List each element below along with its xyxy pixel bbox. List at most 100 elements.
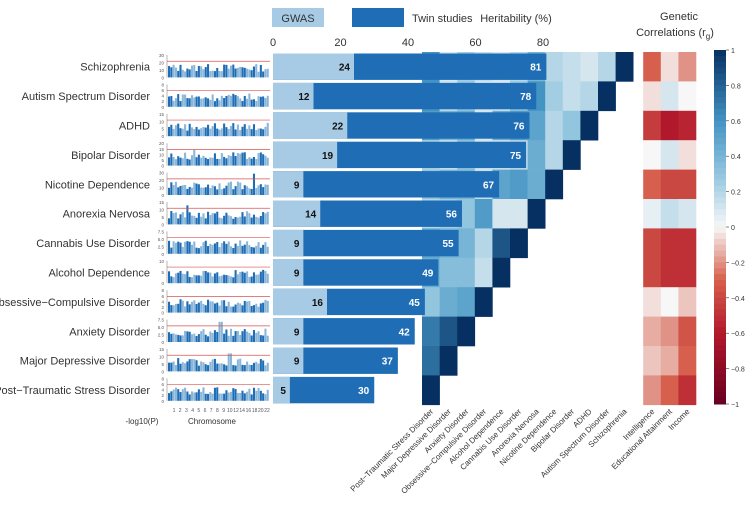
manhattan-bar bbox=[216, 302, 219, 313]
heatmap-cell-trait bbox=[660, 257, 679, 288]
twin-bar bbox=[273, 229, 459, 257]
manhattan-bar bbox=[202, 187, 205, 195]
heatmap-cell bbox=[457, 287, 476, 317]
twin-value-label: 37 bbox=[382, 357, 394, 368]
manhattan-bar bbox=[257, 306, 260, 313]
manhattan-bar bbox=[172, 64, 175, 78]
heatmap-cell-trait bbox=[678, 287, 697, 317]
manhattan-bar bbox=[229, 328, 233, 342]
manhattan-bar bbox=[197, 96, 200, 107]
manhattan-bar bbox=[181, 94, 184, 107]
manhattan-bar bbox=[216, 67, 219, 78]
manhattan-bar bbox=[218, 393, 221, 401]
manhattan-bar bbox=[170, 247, 173, 254]
heatmap-cell bbox=[492, 199, 511, 229]
colorbar-segment bbox=[714, 215, 726, 222]
manhattan-bar bbox=[223, 333, 226, 342]
manhattan-bar bbox=[243, 272, 246, 284]
colorbar-segment bbox=[714, 191, 726, 198]
manhattan-tick: 2 bbox=[161, 99, 164, 104]
manhattan-bar bbox=[168, 187, 171, 195]
chromosome-tick: 1 bbox=[173, 408, 176, 414]
manhattan-bar bbox=[211, 359, 214, 372]
manhattan-bar bbox=[179, 392, 182, 401]
colorbar-segment bbox=[714, 350, 726, 358]
manhattan-bar bbox=[197, 302, 200, 313]
manhattan-bar bbox=[243, 244, 246, 254]
manhattan-bar bbox=[190, 215, 194, 225]
heatmap-cell bbox=[474, 228, 493, 259]
manhattan-tick: 4 bbox=[161, 388, 164, 393]
manhattan-bar bbox=[243, 329, 246, 342]
heatmap-cell-trait bbox=[678, 228, 697, 259]
manhattan-bar bbox=[236, 331, 239, 342]
colorbar-tick-label: −1 bbox=[731, 402, 739, 409]
manhattan-bar bbox=[190, 155, 194, 166]
manhattan-bar bbox=[216, 128, 219, 137]
heatmap-cell bbox=[527, 110, 546, 141]
manhattan-bar bbox=[200, 187, 203, 195]
twin-value-label: 56 bbox=[446, 210, 458, 221]
manhattan-bar bbox=[218, 100, 221, 107]
manhattan-bar bbox=[209, 128, 212, 137]
colorbar-segment bbox=[714, 274, 726, 281]
manhattan-bar bbox=[188, 331, 191, 342]
heatmap-cell-trait bbox=[643, 140, 662, 170]
manhattan-bar bbox=[207, 246, 210, 254]
manhattan-bar bbox=[223, 215, 226, 225]
chromosome-tick: 12 bbox=[233, 408, 239, 414]
heatmap-cell bbox=[422, 316, 440, 347]
manhattan-bar bbox=[259, 96, 262, 107]
gwas-value-label: 24 bbox=[339, 63, 351, 74]
manhattan-bar bbox=[241, 305, 244, 313]
manhattan-bar bbox=[234, 304, 237, 313]
manhattan-bar bbox=[174, 181, 177, 195]
manhattan-bar bbox=[266, 122, 269, 137]
manhattan-bar bbox=[184, 184, 187, 195]
manhattan-bar bbox=[257, 387, 260, 401]
manhattan-bar bbox=[236, 67, 239, 78]
correlation-title-line2: Correlations (rg) bbox=[636, 27, 714, 41]
manhattan-bar bbox=[264, 184, 267, 195]
manhattan-bar bbox=[216, 189, 219, 195]
manhattan-bar bbox=[200, 300, 203, 313]
manhattan-bar bbox=[266, 246, 269, 254]
manhattan-bar bbox=[174, 98, 177, 107]
manhattan-bar bbox=[202, 155, 205, 166]
disorder-label: Schizophrenia bbox=[80, 62, 151, 74]
manhattan-bar bbox=[259, 359, 262, 372]
heatmap-cell-trait bbox=[643, 375, 662, 406]
manhattan-bar bbox=[213, 153, 216, 166]
gwas-value-label: 5 bbox=[280, 386, 286, 397]
manhattan-bar bbox=[255, 274, 258, 284]
manhattan-tick: 0 bbox=[161, 134, 164, 139]
manhattan-bar bbox=[220, 153, 223, 166]
twin-value-label: 78 bbox=[520, 92, 532, 103]
manhattan-bar bbox=[177, 156, 180, 166]
manhattan-tick: 5.0 bbox=[158, 237, 165, 242]
manhattan-tick: 15 bbox=[159, 112, 165, 117]
manhattan-bar bbox=[181, 69, 184, 78]
twin-value-label: 45 bbox=[409, 298, 421, 309]
heatmap-cell-trait bbox=[643, 316, 662, 347]
manhattan-bar bbox=[216, 158, 219, 166]
colorbar-tick-label: 0.2 bbox=[731, 190, 741, 197]
manhattan-bar bbox=[220, 243, 223, 254]
heatmap-cell bbox=[545, 169, 564, 200]
manhattan-bar bbox=[204, 334, 207, 342]
manhattan-bar bbox=[266, 68, 269, 78]
manhattan-bar bbox=[197, 334, 200, 342]
gwas-bar bbox=[273, 112, 348, 139]
manhattan-tick: 2 bbox=[161, 305, 164, 310]
gwas-bar bbox=[273, 288, 327, 316]
gwas-value-label: 9 bbox=[294, 239, 300, 250]
manhattan-bar bbox=[211, 185, 214, 195]
manhattan-bar bbox=[177, 272, 180, 284]
manhattan-bar bbox=[218, 158, 221, 166]
manhattan-bar bbox=[239, 334, 242, 342]
heatmap-cell-trait bbox=[660, 81, 679, 112]
colorbar-segment bbox=[714, 197, 726, 204]
manhattan-tick: 5 bbox=[161, 158, 164, 163]
manhattan-bar bbox=[257, 152, 260, 166]
manhattan-bar bbox=[234, 243, 237, 254]
